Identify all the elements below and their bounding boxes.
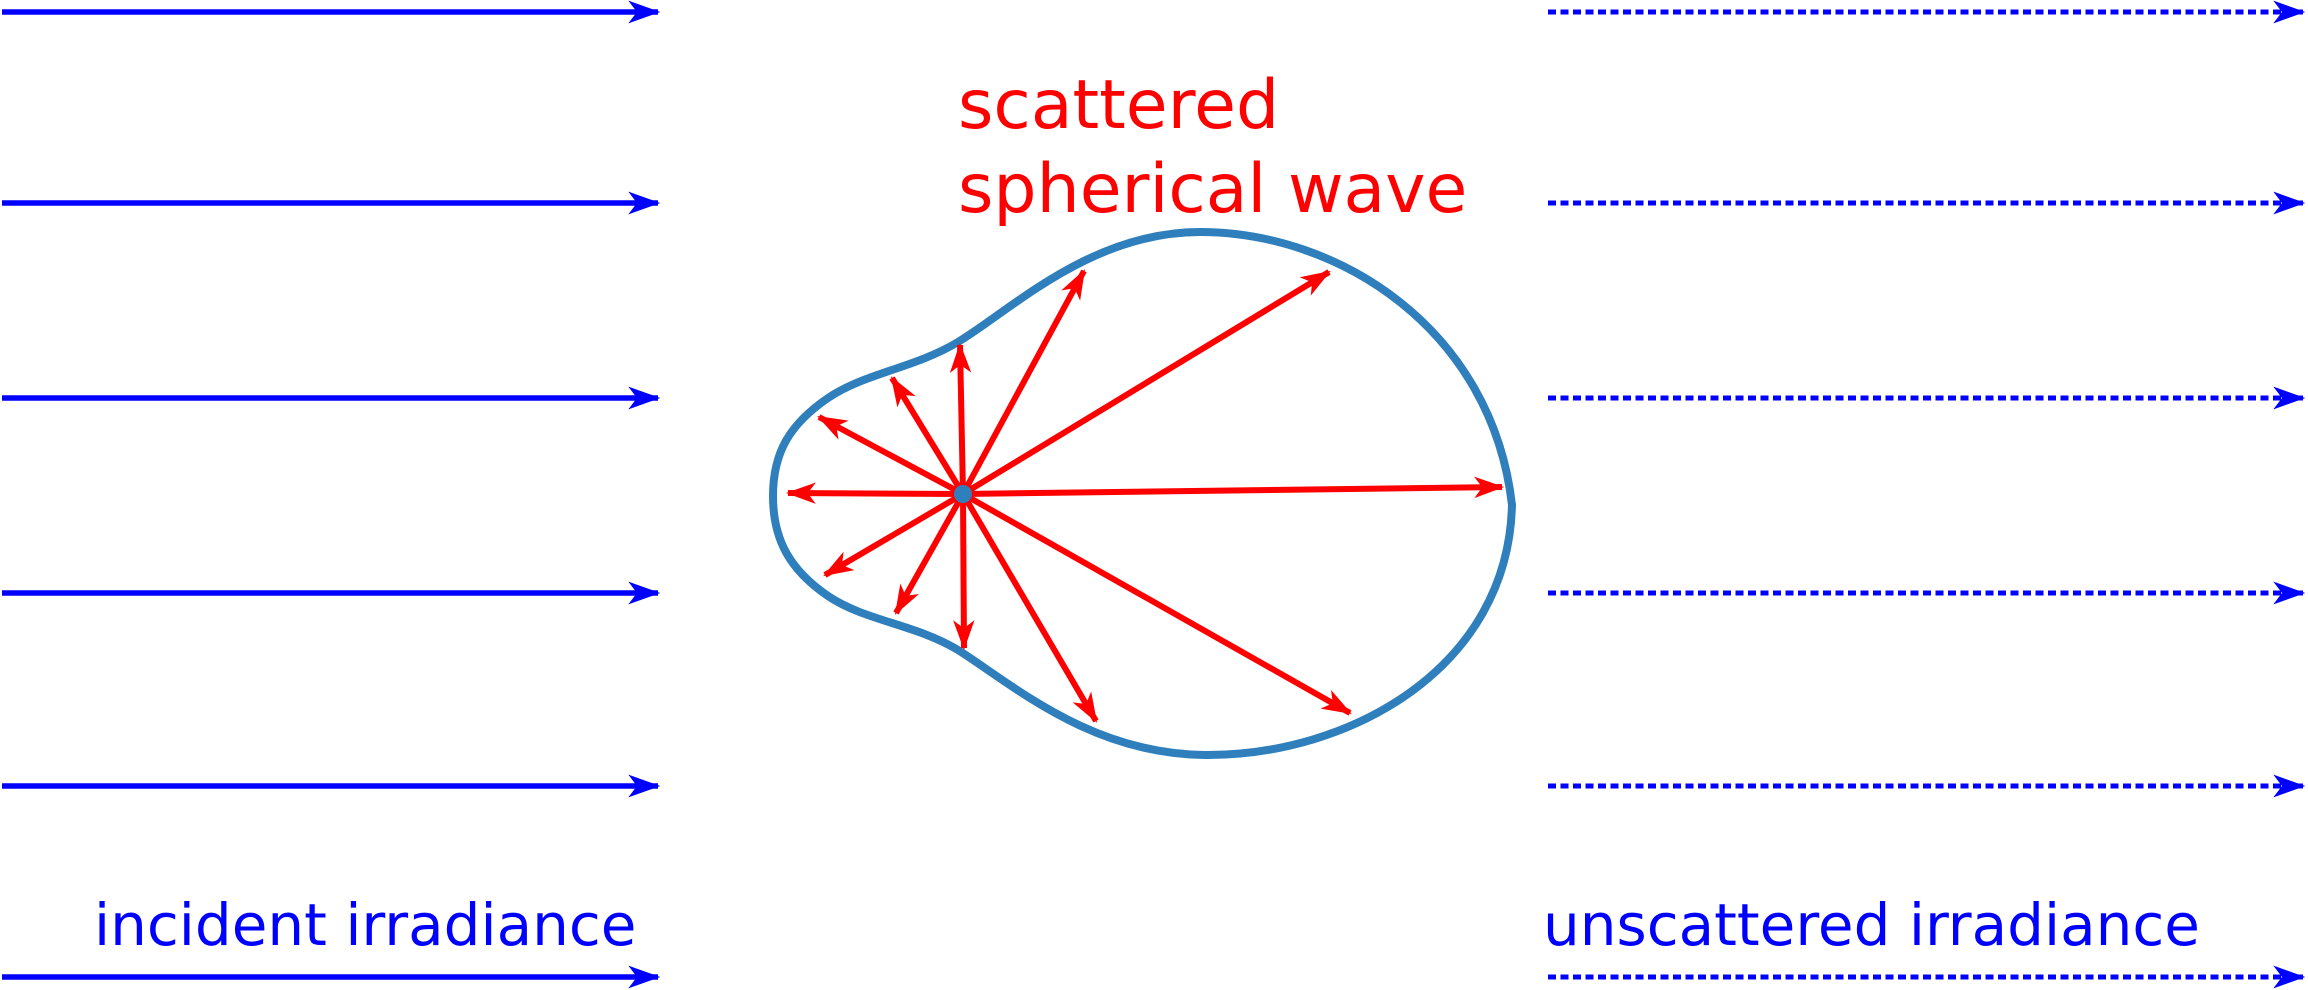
- scattered-ray-arrow: [961, 491, 1352, 716]
- scattered-ray-arrow: [823, 491, 965, 578]
- incident-beams-group: [2, 0, 661, 989]
- incident-irradiance-label: incident irradiance: [94, 891, 637, 959]
- scattered-ray-arrow: [960, 492, 1099, 723]
- unscattered-irradiance-label: unscattered irradiance: [1543, 891, 2200, 959]
- unscattered-beams-group: [1548, 0, 2306, 989]
- scattered-ray-arrow: [953, 493, 975, 651]
- scattered-ray-arrow: [817, 414, 965, 497]
- scattered-ray-arrow: [889, 376, 966, 496]
- scattered-ray-arrow: [962, 476, 1505, 499]
- scattering-particle-dot: [954, 485, 972, 503]
- scattered-ray-arrow: [949, 342, 972, 495]
- scattered-label-line2: spherical wave: [958, 150, 1468, 229]
- scattered-wavefront-outline: [768, 227, 1517, 760]
- scattered-ray-arrow: [893, 492, 966, 615]
- scattered-rays-group: [785, 269, 1505, 723]
- scattered-ray-arrow: [960, 269, 1087, 496]
- scattered-ray-arrow: [961, 269, 1331, 497]
- scattered-label-line1: scattered: [958, 66, 1280, 145]
- scattered-spherical-wave-label: scattered spherical wave: [958, 64, 1467, 232]
- scattered-ray-arrow: [785, 482, 964, 504]
